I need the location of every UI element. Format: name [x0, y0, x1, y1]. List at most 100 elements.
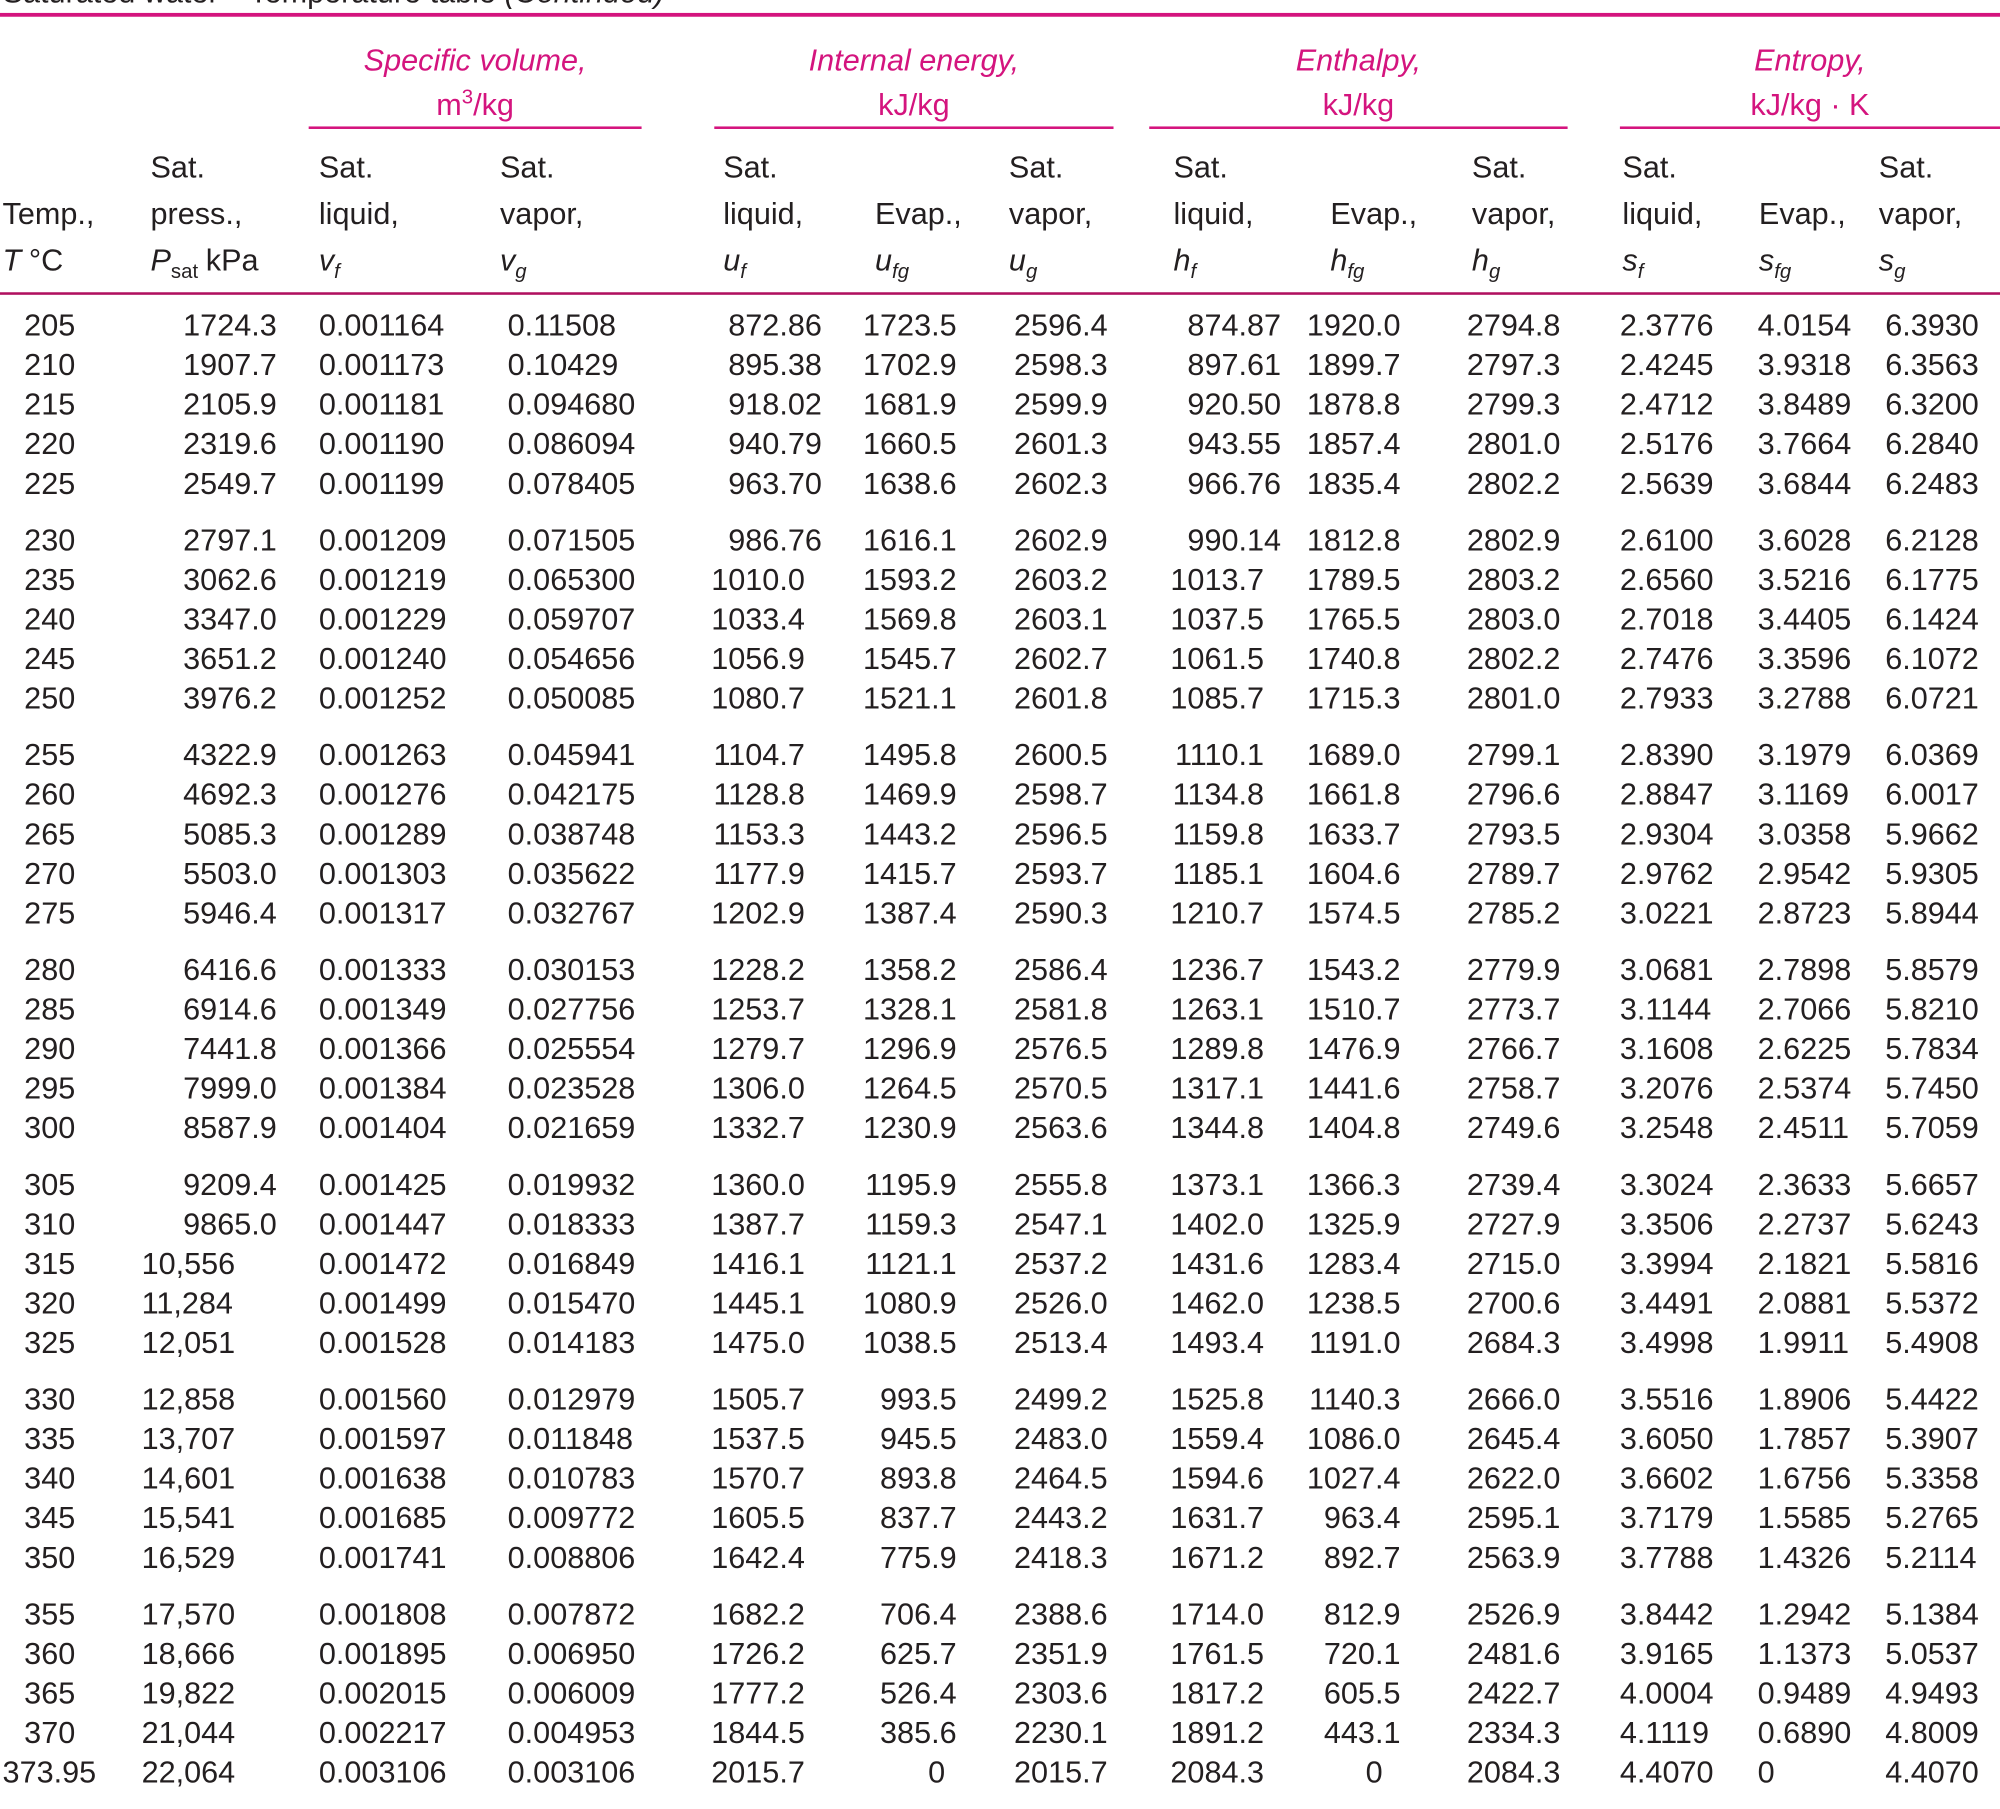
table-cell: 290: [24, 1032, 75, 1066]
table-cell: 1642.4: [711, 1541, 805, 1575]
table-cell: 0.001895: [319, 1637, 447, 1671]
table-cell: 1104.7: [714, 738, 805, 772]
table-cell: 0: [1366, 1756, 1383, 1790]
table-cell: 1681.9: [863, 388, 957, 422]
table-cell: 13,707: [142, 1422, 236, 1456]
table-cell: 2.7476: [1620, 642, 1714, 676]
table-cell: 9209.4: [183, 1168, 277, 1202]
table-cell: 1195.9: [865, 1168, 956, 1202]
symbol-subscript: fg: [1347, 261, 1365, 283]
table-cell: 1306.0: [711, 1072, 805, 1106]
column-symbol: hg: [1472, 244, 1501, 284]
table-cell: 1373.1: [1170, 1168, 1264, 1202]
table-cell: 3.3994: [1620, 1247, 1714, 1281]
column-header: Sat.: [151, 150, 205, 184]
table-cell: 1387.7: [711, 1207, 805, 1241]
table-cell: 1253.7: [711, 993, 805, 1027]
table-cell: 1545.7: [863, 642, 957, 676]
table-cell: 0.016849: [508, 1247, 636, 1281]
table-cell: 2464.5: [1014, 1462, 1108, 1496]
table-cell: 3.2788: [1758, 682, 1852, 716]
symbol: s: [1879, 244, 1894, 278]
table-cell: 0.045941: [508, 738, 636, 772]
symbol: h: [1472, 244, 1489, 278]
table-cell: 365: [24, 1676, 75, 1710]
table-cell: 1.4326: [1758, 1541, 1852, 1575]
table-cell: 986.76: [728, 523, 822, 557]
table-cell: 918.02: [728, 388, 822, 422]
group-title: Specific volume,: [364, 43, 587, 77]
table-cell: 1835.4: [1307, 467, 1401, 501]
table-cell: 1210.7: [1170, 896, 1264, 930]
table-cell: 3.5516: [1620, 1383, 1714, 1417]
table-cell: 373.95: [3, 1756, 97, 1790]
symbol: h: [1173, 244, 1190, 278]
table-cell: 0.001219: [319, 563, 447, 597]
table-cell: 2749.6: [1467, 1111, 1561, 1145]
table-cell: 1010.0: [711, 563, 805, 597]
table-cell: 2015.7: [711, 1756, 805, 1790]
table-cell: 872.86: [728, 309, 822, 343]
table-cell: 2.1821: [1758, 1247, 1852, 1281]
table-cell: 0.003106: [508, 1756, 636, 1790]
table-cell: 0.001252: [319, 682, 447, 716]
table-cell: 2766.7: [1467, 1032, 1561, 1066]
table-cell: 2537.2: [1014, 1247, 1108, 1281]
table-cell: 1387.4: [863, 896, 957, 930]
table-cell: 235: [24, 563, 75, 597]
table-cell: 2351.9: [1014, 1637, 1108, 1671]
table-cell: 3.6602: [1620, 1462, 1714, 1496]
table-cell: 0.025554: [508, 1032, 636, 1066]
column-header: vapor,: [1472, 197, 1555, 231]
unit-text: m: [436, 88, 462, 122]
column-symbol: sfg: [1759, 244, 1792, 284]
table-cell: 0.001181: [319, 388, 444, 422]
table-cell: 0.054656: [508, 642, 636, 676]
symbol: P: [151, 244, 172, 278]
column-header: Evap.,: [875, 197, 962, 231]
column-header: vapor,: [1879, 197, 1962, 231]
table-cell: 0.071505: [508, 523, 636, 557]
table-cell: 6914.6: [183, 993, 277, 1027]
table-cell: 1661.8: [1307, 778, 1401, 812]
table-cell: 6.0369: [1885, 738, 1979, 772]
table-cell: 0.10429: [508, 348, 619, 382]
table-cell: 2799.3: [1467, 388, 1561, 422]
table-cell: 1416.1: [711, 1247, 805, 1281]
table-cell: 2443.2: [1014, 1501, 1108, 1535]
table-cell: 1.6756: [1758, 1462, 1852, 1496]
table-cell: 6.0721: [1885, 682, 1979, 716]
table-cell: 0.042175: [508, 778, 636, 812]
table-cell: 1443.2: [863, 817, 957, 851]
table-cell: 300: [24, 1111, 75, 1145]
table-cell: 1332.7: [711, 1111, 805, 1145]
table-cell: 6416.6: [183, 953, 277, 987]
table-cell: 6.3563: [1885, 348, 1979, 382]
table-cell: 1441.6: [1307, 1072, 1401, 1106]
table-cell: 0.001229: [319, 603, 447, 637]
table-cell: 1715.3: [1307, 682, 1401, 716]
table-cell: 0.001199: [319, 467, 444, 501]
table-cell: 3.9318: [1758, 348, 1852, 382]
table-cell: 940.79: [728, 427, 822, 461]
table-cell: 1505.7: [711, 1383, 805, 1417]
table-cell: 1238.5: [1307, 1286, 1401, 1320]
table-cell: 2700.6: [1467, 1286, 1561, 1320]
table-cell: 2526.0: [1014, 1286, 1108, 1320]
table-cell: 0.094680: [508, 388, 636, 422]
table-cell: 1812.8: [1307, 523, 1401, 557]
table-cell: 5.8944: [1885, 896, 1979, 930]
unit-text: kJ/kg: [878, 88, 949, 122]
table-cell: 2796.6: [1467, 778, 1561, 812]
column-header: Sat.: [723, 150, 777, 184]
symbol-subscript: fg: [892, 261, 910, 283]
table-cell: 6.2128: [1885, 523, 1979, 557]
table-cell: 1.2942: [1758, 1597, 1852, 1631]
table-cell: 1317.1: [1170, 1072, 1264, 1106]
table-cell: 215: [24, 388, 75, 422]
table-cell: 2596.5: [1014, 817, 1108, 851]
column-header: Sat.: [319, 150, 373, 184]
column-symbol: uf: [723, 244, 748, 284]
table-cell: 1537.5: [711, 1422, 805, 1456]
table-cell: 16,529: [142, 1541, 236, 1575]
